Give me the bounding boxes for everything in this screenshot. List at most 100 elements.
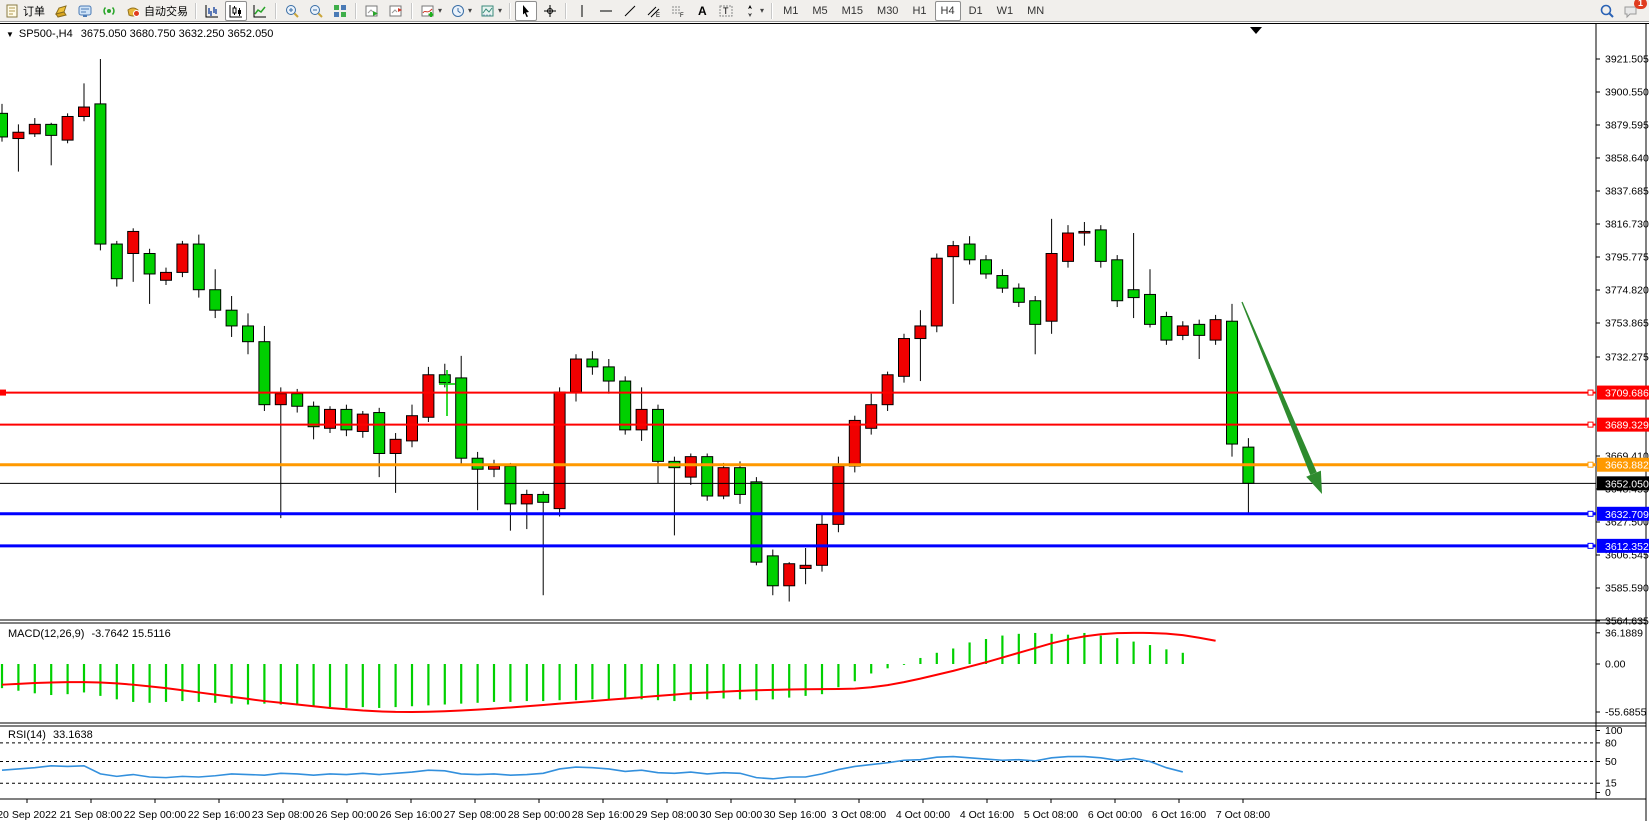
line-handle[interactable] bbox=[1587, 542, 1594, 549]
signal-button[interactable] bbox=[98, 1, 120, 21]
chart-canvas[interactable]: 3921.505 3900.550 3879.595 3858.640 3837.685… bbox=[0, 24, 1649, 821]
price-tick-label: 3900.550 bbox=[1605, 87, 1649, 99]
vertical-line-button[interactable] bbox=[571, 1, 593, 21]
candle-body bbox=[455, 377, 468, 459]
timeframe-m15-button[interactable]: M15 bbox=[841, 4, 864, 17]
timeframe-d1-button[interactable]: D1 bbox=[968, 4, 983, 17]
candle-body bbox=[438, 374, 451, 384]
candle-body bbox=[324, 408, 336, 429]
line-handle[interactable] bbox=[0, 389, 6, 396]
search-glyph bbox=[1600, 4, 1614, 18]
fibonacci-glyph: F bbox=[672, 6, 684, 19]
rsi-axis-label: 50 bbox=[1605, 756, 1617, 768]
cursor-button[interactable] bbox=[515, 0, 538, 21]
tile-windows-button[interactable] bbox=[329, 1, 351, 21]
symbol-period-label: SP500-,H4 bbox=[18, 28, 73, 40]
price-tag-label: 3663.882 bbox=[1605, 460, 1649, 472]
candle-body bbox=[1209, 319, 1222, 341]
periods-button[interactable]: ▾ bbox=[447, 1, 475, 21]
auto-scroll-button[interactable] bbox=[361, 1, 383, 21]
candle-body bbox=[947, 245, 960, 258]
timeframe-mn-button[interactable]: MN bbox=[1027, 4, 1045, 17]
gold-ingot-button[interactable] bbox=[50, 1, 72, 21]
candle-body bbox=[1176, 325, 1189, 336]
chart-bars-glyph bbox=[205, 4, 218, 17]
gold-ingot-glyph bbox=[55, 4, 67, 18]
timeframe-h4-button[interactable]: H4 bbox=[934, 0, 961, 21]
channel-glyph: E bbox=[647, 6, 660, 19]
candle-body bbox=[766, 555, 779, 587]
bar-chart-button[interactable] bbox=[201, 1, 223, 21]
time-axis-label: 4 Oct 00:00 bbox=[896, 809, 950, 821]
line-handle[interactable] bbox=[1587, 461, 1594, 468]
time-axis-label: 27 Sep 08:00 bbox=[444, 809, 507, 821]
indicators-button[interactable]: ▾ bbox=[417, 1, 445, 21]
crosshair-button[interactable] bbox=[539, 1, 561, 21]
candle-body bbox=[750, 481, 763, 563]
candle-body bbox=[12, 131, 25, 140]
periods-glyph bbox=[452, 4, 465, 17]
toolbar-separator bbox=[355, 2, 357, 19]
timeframe-m5-button[interactable]: M5 bbox=[812, 4, 828, 17]
time-axis-label: 3 Oct 08:00 bbox=[832, 809, 886, 821]
chart-shift-button[interactable] bbox=[385, 1, 407, 21]
timeframe-h1-button[interactable]: H1 bbox=[912, 4, 927, 17]
candle-body bbox=[143, 252, 156, 275]
text-button[interactable]: A bbox=[691, 1, 713, 21]
trend-arrow-annotation[interactable] bbox=[1241, 301, 1317, 475]
timeframe-w1-button[interactable]: W1 bbox=[996, 4, 1014, 17]
terminal-button[interactable] bbox=[74, 1, 96, 21]
trend-arrow-head bbox=[1306, 470, 1322, 494]
price-tick-label: 3585.590 bbox=[1605, 583, 1649, 595]
candle-body bbox=[127, 230, 140, 254]
fibonacci-button[interactable]: F bbox=[667, 1, 689, 21]
zoom-out-glyph bbox=[310, 4, 323, 18]
candle-body bbox=[209, 289, 222, 311]
rsi-axis-label: 100 bbox=[1605, 725, 1623, 737]
time-axis-label: 5 Oct 08:00 bbox=[1024, 809, 1078, 821]
text-a-glyph: A bbox=[698, 4, 707, 18]
line-handle[interactable] bbox=[1587, 389, 1594, 396]
macd-axis-label: -55.6855 bbox=[1605, 707, 1647, 719]
zoom-out-button[interactable] bbox=[305, 1, 327, 21]
search-button[interactable] bbox=[1596, 1, 1618, 21]
candle-body bbox=[110, 243, 123, 280]
candle-body bbox=[930, 257, 943, 327]
line-handle[interactable] bbox=[1587, 421, 1594, 428]
price-tick-label: 3753.865 bbox=[1605, 318, 1649, 330]
candle-body bbox=[356, 413, 369, 432]
horizontal-line-button[interactable] bbox=[595, 1, 617, 21]
candle-body bbox=[422, 374, 435, 418]
candle-body bbox=[1193, 323, 1206, 336]
autoscroll-glyph bbox=[365, 5, 378, 16]
candle-body bbox=[914, 325, 927, 340]
timeframe-m1-button[interactable]: M1 bbox=[783, 4, 799, 17]
text-label-button[interactable]: T bbox=[715, 1, 737, 21]
toolbar-separator bbox=[565, 2, 568, 19]
price-tag bbox=[1597, 457, 1649, 472]
candle-body bbox=[602, 366, 615, 382]
new-order-button[interactable]: 订单 bbox=[1, 1, 48, 21]
candle-body bbox=[94, 103, 107, 245]
new-order-button-label: 订单 bbox=[23, 5, 45, 18]
candle-body bbox=[881, 374, 894, 406]
line-chart-button[interactable] bbox=[249, 1, 271, 21]
chart-window[interactable]: 3921.505 3900.550 3879.595 3858.640 3837.685… bbox=[0, 23, 1649, 821]
candle-body bbox=[0, 112, 8, 138]
notifications-button[interactable]: 1 bbox=[1620, 0, 1647, 21]
candle-body bbox=[980, 259, 992, 275]
zoom-in-button[interactable] bbox=[281, 1, 303, 21]
macd-axis-label: 0.00 bbox=[1605, 659, 1626, 671]
templates-button[interactable]: ▾ bbox=[477, 1, 505, 21]
autotrade-button[interactable]: 自动交易 bbox=[122, 1, 191, 21]
channel-button[interactable]: E bbox=[643, 1, 665, 21]
candle-body bbox=[45, 123, 58, 136]
candlestick-chart-button[interactable] bbox=[225, 0, 247, 21]
line-handle[interactable] bbox=[1587, 510, 1594, 517]
chart-collapse-icon[interactable]: ▼ bbox=[6, 29, 14, 39]
arrows-button[interactable]: ▾ bbox=[739, 1, 767, 21]
trendline-button[interactable] bbox=[619, 1, 641, 21]
timeframe-m30-button[interactable]: M30 bbox=[877, 4, 899, 17]
signal-green-glyph bbox=[103, 6, 115, 15]
toolbar-right: 1 bbox=[1595, 0, 1647, 21]
